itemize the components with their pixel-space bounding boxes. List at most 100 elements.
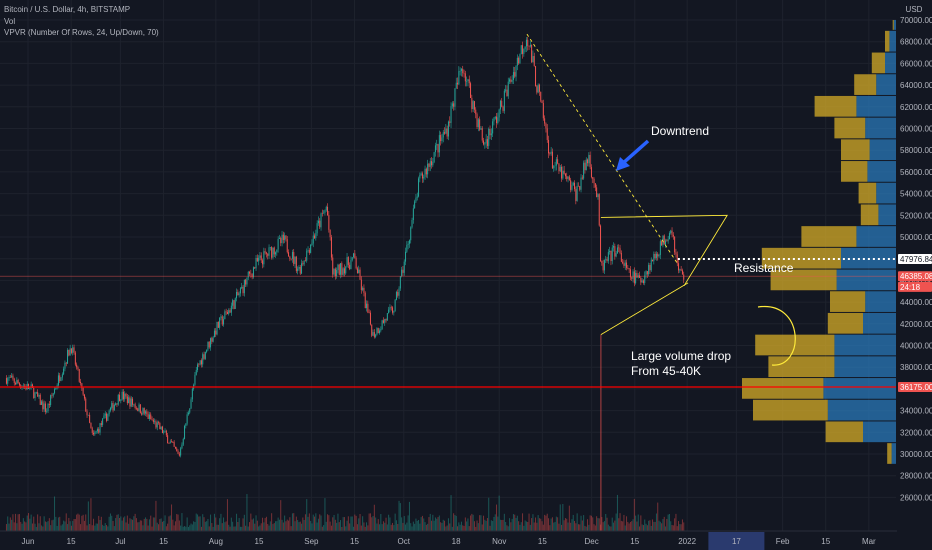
volume-bar — [48, 518, 50, 531]
candle-body — [355, 258, 357, 269]
candle-body — [584, 162, 586, 171]
volume-bar — [133, 516, 135, 531]
volume-bar — [262, 517, 264, 531]
volume-bar — [254, 523, 256, 531]
volume-bar — [572, 514, 574, 531]
volume-bar — [537, 515, 539, 531]
candle-body — [541, 100, 543, 104]
candle-body — [291, 252, 293, 259]
volume-bar — [449, 523, 451, 531]
volume-bar — [554, 521, 556, 531]
volume-bar — [571, 519, 573, 531]
time-axis[interactable]: Jun 15 Jul 15 Aug 15 Sep 15 Oct 18 Nov 15 Dec 15 2022 1… — [0, 530, 897, 550]
volume-bar — [161, 521, 163, 531]
candle-body — [577, 185, 579, 187]
candle-body — [267, 253, 269, 256]
volume-bar — [208, 526, 210, 531]
candle-body — [398, 288, 400, 296]
volume-bar — [93, 518, 95, 531]
vp-up-bar — [878, 204, 896, 226]
volume-bar — [160, 518, 162, 531]
volume-bar — [614, 520, 616, 531]
volume-bar — [407, 515, 409, 531]
candle-body — [237, 291, 239, 296]
volume-bar — [290, 526, 292, 531]
price-tick-label: 52000.00 — [900, 211, 932, 220]
candle-body — [256, 258, 258, 262]
volume-bar — [399, 503, 401, 531]
volume-bar — [433, 520, 435, 531]
volume-bar — [43, 516, 45, 531]
candle-body — [243, 279, 245, 294]
candle-body — [457, 82, 459, 85]
volume-bar — [31, 523, 33, 531]
candle-body — [360, 279, 362, 290]
volume-bar — [33, 516, 35, 531]
vp-up-bar — [834, 334, 896, 356]
volume-bar — [217, 524, 219, 531]
vpvr-indicator-label: VPVR (Number Of Rows, 24, Up/Down, 70) — [4, 28, 159, 37]
volume-bar — [653, 521, 655, 531]
time-tick-label: Oct — [398, 537, 411, 546]
volume-bar — [388, 514, 390, 531]
time-tick-label: Jun — [22, 537, 35, 546]
candle-body — [119, 394, 121, 401]
candle-body — [445, 128, 447, 134]
volume-bar — [237, 521, 239, 531]
volume-bar — [173, 525, 175, 531]
volume-bar — [523, 525, 525, 531]
price-tick-label: 44000.00 — [900, 298, 932, 307]
volume-bar — [233, 526, 235, 531]
volume-bar — [468, 526, 470, 531]
volume-bar — [490, 520, 492, 531]
candle-body — [34, 392, 36, 399]
volume-bar — [145, 517, 147, 531]
volume-bar — [264, 518, 266, 531]
candle-body — [152, 419, 154, 422]
candle-body — [485, 139, 487, 144]
candle-body — [636, 273, 638, 278]
volume-bar — [329, 521, 331, 531]
volume-bar — [202, 514, 204, 531]
volume-bar — [245, 525, 247, 531]
volume-bar — [195, 513, 197, 531]
candle-body — [397, 292, 399, 296]
candle-body — [174, 446, 176, 449]
candle-body — [434, 145, 436, 153]
volume-bar — [147, 525, 149, 531]
candle-body — [11, 375, 13, 378]
volume-bar — [28, 513, 30, 531]
volume-bar — [259, 525, 261, 531]
volume-bar — [514, 514, 516, 531]
time-tick-label: Mar — [862, 537, 876, 546]
candle-body — [94, 432, 96, 435]
price-axis[interactable]: USD 70000.00 68000.00 66000.00 64000.00 62000… — [897, 0, 932, 550]
candle-body — [154, 421, 156, 422]
volume-bar — [551, 517, 553, 531]
candle-body — [346, 257, 348, 267]
candle-body — [90, 422, 92, 429]
candle-body — [212, 337, 214, 342]
candle-body — [607, 252, 609, 261]
candle-body — [462, 68, 464, 74]
volume-bar — [410, 523, 412, 531]
volume-bar — [273, 523, 275, 531]
volume-bar — [642, 525, 644, 531]
candle-body — [566, 176, 568, 179]
chart-grid — [0, 0, 896, 531]
candle-body — [168, 443, 170, 444]
vp-up-bar — [865, 291, 896, 312]
candle-body — [653, 253, 655, 262]
volume-bar — [515, 517, 517, 531]
candle-body — [533, 56, 535, 67]
candle-body — [368, 312, 370, 313]
volume-bar — [356, 524, 358, 531]
volume-bar — [411, 526, 413, 531]
volume-bar — [330, 525, 332, 531]
volume-bar — [152, 517, 154, 531]
candle-body — [555, 159, 557, 166]
volume-bar — [619, 513, 621, 531]
candle-body — [254, 267, 256, 269]
candle-body — [379, 330, 381, 334]
